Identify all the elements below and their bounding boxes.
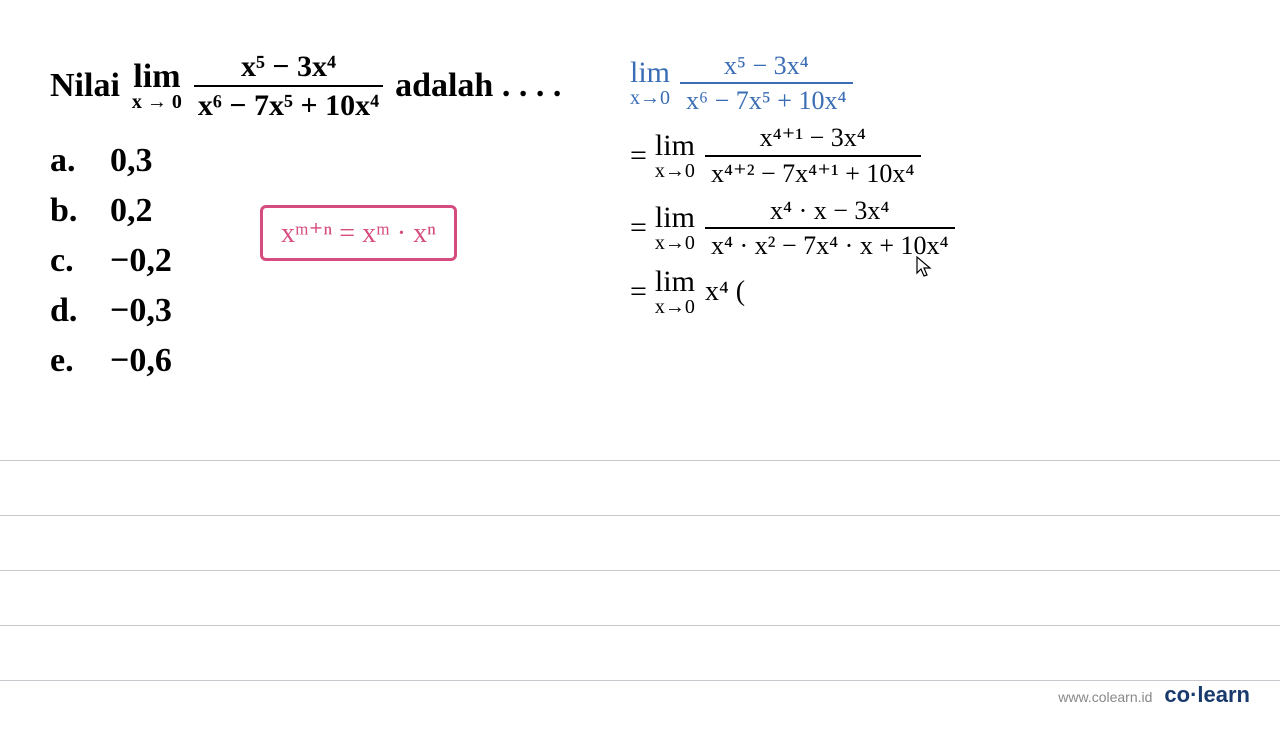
watermark-url: www.colearn.id (1058, 689, 1152, 705)
limit-word: lim (133, 60, 180, 94)
hw-denominator: x⁴ · x² − 7x⁴ · x + 10x⁴ (705, 230, 955, 261)
question-suffix: adalah . . . . (395, 67, 561, 105)
hw-expression: x⁴ ( (705, 276, 745, 308)
hw-fraction: x⁴ · x − 3x⁴ x⁴ · x² − 7x⁴ · x + 10x⁴ (705, 195, 955, 261)
hw-fraction: x⁴⁺¹ − 3x⁴ x⁴⁺² − 7x⁴⁺¹ + 10x⁴ (705, 122, 921, 188)
hw-numerator: x⁴ · x − 3x⁴ (764, 195, 895, 226)
option-a: a. 0,3 (50, 142, 610, 180)
hw-lim-sub: x→0 (655, 233, 695, 253)
formula-hint-box: xᵐ⁺ⁿ = xᵐ · xⁿ (260, 205, 457, 261)
question-prefix: Nilai (50, 67, 120, 105)
hw-denominator: x⁴⁺² − 7x⁴⁺¹ + 10x⁴ (705, 158, 921, 189)
numerator: x⁵ − 3x⁴ (237, 50, 340, 83)
ruled-line (0, 570, 1280, 625)
option-value: −0,2 (110, 242, 172, 280)
hw-limit: lim x→0 (630, 58, 670, 108)
hw-limit: lim x→0 (655, 203, 695, 253)
solution-step-3: = lim x→0 x⁴ · x − 3x⁴ x⁴ · x² − 7x⁴ · x… (630, 195, 1230, 261)
hw-lim-sub: x→0 (630, 88, 670, 108)
hw-limit: lim x→0 (655, 267, 695, 317)
option-value: −0,6 (110, 342, 172, 380)
answer-options: a. 0,3 b. 0,2 c. −0,2 d. −0,3 e. −0,6 (50, 142, 610, 380)
hw-lim-sub: x→0 (655, 161, 695, 181)
option-value: 0,3 (110, 142, 153, 180)
equals-sign: = (630, 211, 647, 245)
hw-limit: lim x→0 (655, 131, 695, 181)
equals-sign: = (630, 139, 647, 173)
option-letter: b. (50, 192, 110, 230)
hw-numerator: x⁵ − 3x⁴ (718, 50, 815, 81)
option-e: e. −0,6 (50, 342, 610, 380)
formula-text: xᵐ⁺ⁿ = xᵐ · xⁿ (281, 218, 436, 249)
handwritten-solution: lim x→0 x⁵ − 3x⁴ x⁶ − 7x⁵ + 10x⁴ = lim x… (630, 50, 1230, 323)
option-d: d. −0,3 (50, 292, 610, 330)
hw-frac-line (705, 155, 921, 157)
hw-lim-word: lim (655, 131, 695, 161)
equals-sign: = (630, 275, 647, 309)
option-value: −0,3 (110, 292, 172, 330)
hw-lim-word: lim (655, 267, 695, 297)
ruled-line (0, 515, 1280, 570)
option-letter: d. (50, 292, 110, 330)
hw-lim-word: lim (630, 58, 670, 88)
solution-step-4: = lim x→0 x⁴ ( (630, 267, 1230, 317)
main-fraction: x⁵ − 3x⁴ x⁶ − 7x⁵ + 10x⁴ (194, 50, 383, 122)
watermark: www.colearn.id co·learn (1058, 682, 1250, 708)
hw-denominator: x⁶ − 7x⁵ + 10x⁴ (680, 85, 853, 116)
solution-step-2: = lim x→0 x⁴⁺¹ − 3x⁴ x⁴⁺² − 7x⁴⁺¹ + 10x⁴ (630, 122, 1230, 188)
hw-frac-line (705, 227, 955, 229)
denominator: x⁶ − 7x⁵ + 10x⁴ (194, 89, 383, 122)
option-letter: c. (50, 242, 110, 280)
solution-step-1: lim x→0 x⁵ − 3x⁴ x⁶ − 7x⁵ + 10x⁴ (630, 50, 1230, 116)
option-value: 0,2 (110, 192, 153, 230)
option-letter: a. (50, 142, 110, 180)
hw-lim-sub: x→0 (655, 297, 695, 317)
hw-numerator: x⁴⁺¹ − 3x⁴ (754, 122, 872, 153)
option-letter: e. (50, 342, 110, 380)
fraction-line (194, 85, 383, 87)
hw-fraction: x⁵ − 3x⁴ x⁶ − 7x⁵ + 10x⁴ (680, 50, 853, 116)
question-expression: Nilai lim x → 0 x⁵ − 3x⁴ x⁶ − 7x⁵ + 10x⁴… (50, 50, 610, 122)
hw-frac-line (680, 82, 853, 84)
ruled-line (0, 625, 1280, 680)
limit-notation: lim x → 0 (132, 60, 182, 112)
limit-subscript: x → 0 (132, 92, 182, 112)
hw-lim-word: lim (655, 203, 695, 233)
watermark-logo: co·learn (1164, 682, 1250, 708)
ruled-line (0, 460, 1280, 515)
